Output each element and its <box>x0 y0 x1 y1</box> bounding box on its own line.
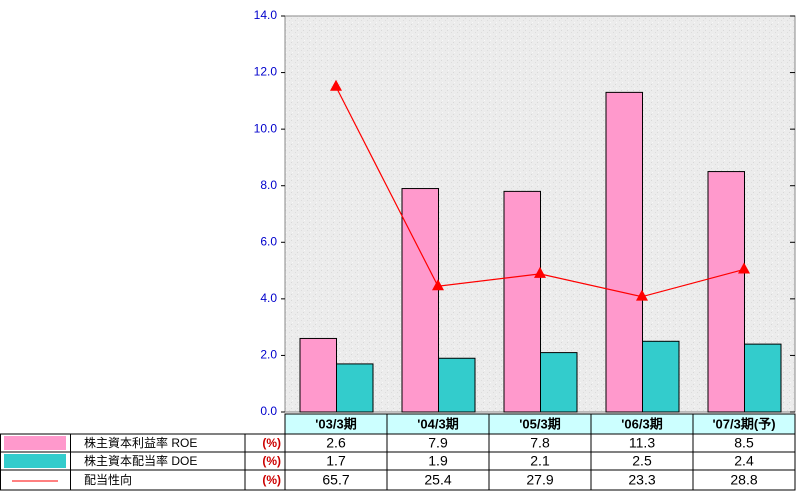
line-marker <box>330 79 342 91</box>
bar <box>503 190 541 413</box>
data-label: 7.8 <box>530 435 550 451</box>
bar <box>438 357 476 413</box>
legend-label: 株主資本利益率 ROE <box>84 435 197 450</box>
unit-label: (%) <box>262 436 281 450</box>
bar <box>642 340 680 413</box>
x-tick-label: '06/3期 <box>621 416 662 431</box>
y-tick-label: 10.0 <box>254 121 278 135</box>
data-label: 11.3 <box>629 435 655 451</box>
data-label: 23.3 <box>628 472 655 488</box>
table-cell <box>692 469 796 491</box>
data-label: 1.9 <box>428 453 448 469</box>
data-label: 65.7 <box>322 472 349 488</box>
x-tick-label: '05/3期 <box>519 416 560 431</box>
y-tick-label: 14.0 <box>254 8 278 22</box>
bar <box>336 363 374 413</box>
y-tick-label: 8.0 <box>260 178 277 192</box>
x-tick-label: '07/3期(予) <box>712 416 775 431</box>
x-tick-label: '03/3期 <box>315 416 356 431</box>
legend-label: 配当性向 <box>84 472 132 487</box>
y-tick-label: 2.0 <box>260 348 277 362</box>
line-marker <box>534 266 546 278</box>
y-tick-label: 6.0 <box>260 234 277 248</box>
bar <box>605 91 643 413</box>
bar <box>744 343 782 413</box>
legend-swatch <box>4 436 66 450</box>
data-label: 7.9 <box>428 435 448 451</box>
y-tick-label: 0.0 <box>260 404 277 418</box>
data-label: 2.6 <box>326 435 346 451</box>
data-label: 2.4 <box>734 453 754 469</box>
bar <box>401 188 439 413</box>
unit-label: (%) <box>262 454 281 468</box>
y-tick-label: 4.0 <box>260 291 277 305</box>
legend-swatch <box>4 454 66 468</box>
data-label: 28.8 <box>730 472 757 488</box>
x-tick-label: '04/3期 <box>417 416 458 431</box>
bar <box>707 171 745 413</box>
data-label: 1.7 <box>326 453 346 469</box>
data-label: 2.5 <box>632 453 652 469</box>
legend-cell <box>0 469 71 491</box>
legend-label: 株主資本配当率 DOE <box>84 453 197 468</box>
y-tick-label: 12.0 <box>254 65 278 79</box>
unit-label: (%) <box>262 473 281 487</box>
bar <box>540 352 578 413</box>
line-marker <box>636 289 648 301</box>
data-label: 2.1 <box>530 453 550 469</box>
line-marker <box>432 279 444 291</box>
data-label: 27.9 <box>526 472 553 488</box>
data-label: 8.5 <box>734 435 754 451</box>
bar <box>299 337 337 413</box>
line-marker <box>738 262 750 274</box>
data-label: 25.4 <box>424 472 451 488</box>
